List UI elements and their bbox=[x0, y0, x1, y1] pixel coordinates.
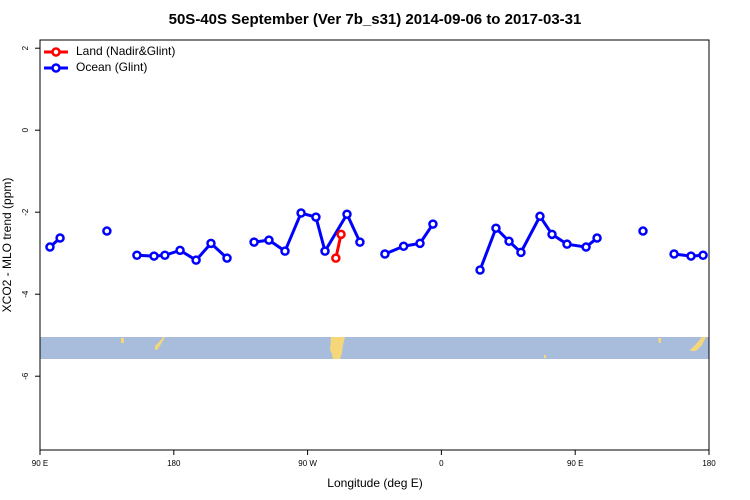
y-tick-label: 0 bbox=[21, 127, 30, 132]
x-tick-label: 180 bbox=[702, 459, 716, 468]
data-point bbox=[581, 242, 591, 252]
legend-marker bbox=[51, 47, 61, 57]
data-point bbox=[55, 233, 65, 243]
x-tick-label: 90 E bbox=[32, 459, 48, 468]
data-point bbox=[592, 233, 602, 243]
x-tick-label: 0 bbox=[439, 459, 444, 468]
data-point bbox=[504, 236, 514, 247]
data-point bbox=[475, 265, 485, 275]
data-point bbox=[222, 253, 232, 263]
data-point bbox=[102, 226, 112, 236]
data-point bbox=[311, 212, 321, 222]
data-point bbox=[320, 246, 330, 256]
data-point bbox=[160, 250, 170, 260]
data-point bbox=[331, 253, 341, 263]
data-point bbox=[516, 247, 526, 258]
plot-frame bbox=[39, 39, 710, 451]
data-point bbox=[686, 251, 696, 261]
data-point bbox=[428, 219, 438, 229]
data-point bbox=[669, 249, 679, 259]
data-point bbox=[206, 238, 216, 249]
data-point bbox=[149, 251, 159, 261]
data-point bbox=[562, 239, 572, 249]
data-point bbox=[380, 249, 390, 259]
data-point bbox=[698, 250, 708, 260]
data-point bbox=[45, 242, 55, 252]
legend-label: Ocean (Glint) bbox=[76, 60, 147, 74]
x-tick-label: 90 E bbox=[567, 459, 583, 468]
y-tick-label: 2 bbox=[21, 45, 30, 50]
data-point bbox=[175, 245, 185, 256]
y-tick-label: -4 bbox=[21, 290, 30, 298]
land-mask-strip bbox=[40, 337, 709, 359]
data-point bbox=[491, 223, 501, 233]
data-point bbox=[398, 241, 409, 251]
data-point bbox=[342, 209, 352, 219]
y-axis-label: XCO2 - MLO trend (ppm) bbox=[0, 178, 14, 313]
legend-label: Land (Nadir&Glint) bbox=[76, 44, 175, 58]
data-point bbox=[132, 250, 142, 260]
series-line bbox=[48, 211, 704, 271]
data-point bbox=[336, 229, 346, 240]
data-point bbox=[547, 229, 557, 240]
data-point bbox=[249, 237, 259, 247]
x-axis-label: Longitude (deg E) bbox=[327, 476, 422, 490]
x-tick-label: 90 W bbox=[298, 459, 317, 468]
data-point bbox=[191, 255, 201, 265]
data-point bbox=[638, 226, 648, 236]
data-point bbox=[280, 246, 290, 256]
data-point bbox=[535, 211, 545, 222]
ocean-strip bbox=[40, 337, 709, 359]
data-point bbox=[264, 235, 274, 245]
x-tick-label: 180 bbox=[167, 459, 181, 468]
y-tick-label: -2 bbox=[21, 208, 30, 216]
data-point bbox=[296, 208, 306, 218]
legend-marker bbox=[51, 63, 61, 73]
chart-title: 50S-40S September (Ver 7b_s31) 2014-09-0… bbox=[169, 11, 582, 28]
y-tick-label: -6 bbox=[21, 372, 30, 380]
data-point bbox=[355, 237, 365, 247]
data-point bbox=[415, 238, 425, 249]
